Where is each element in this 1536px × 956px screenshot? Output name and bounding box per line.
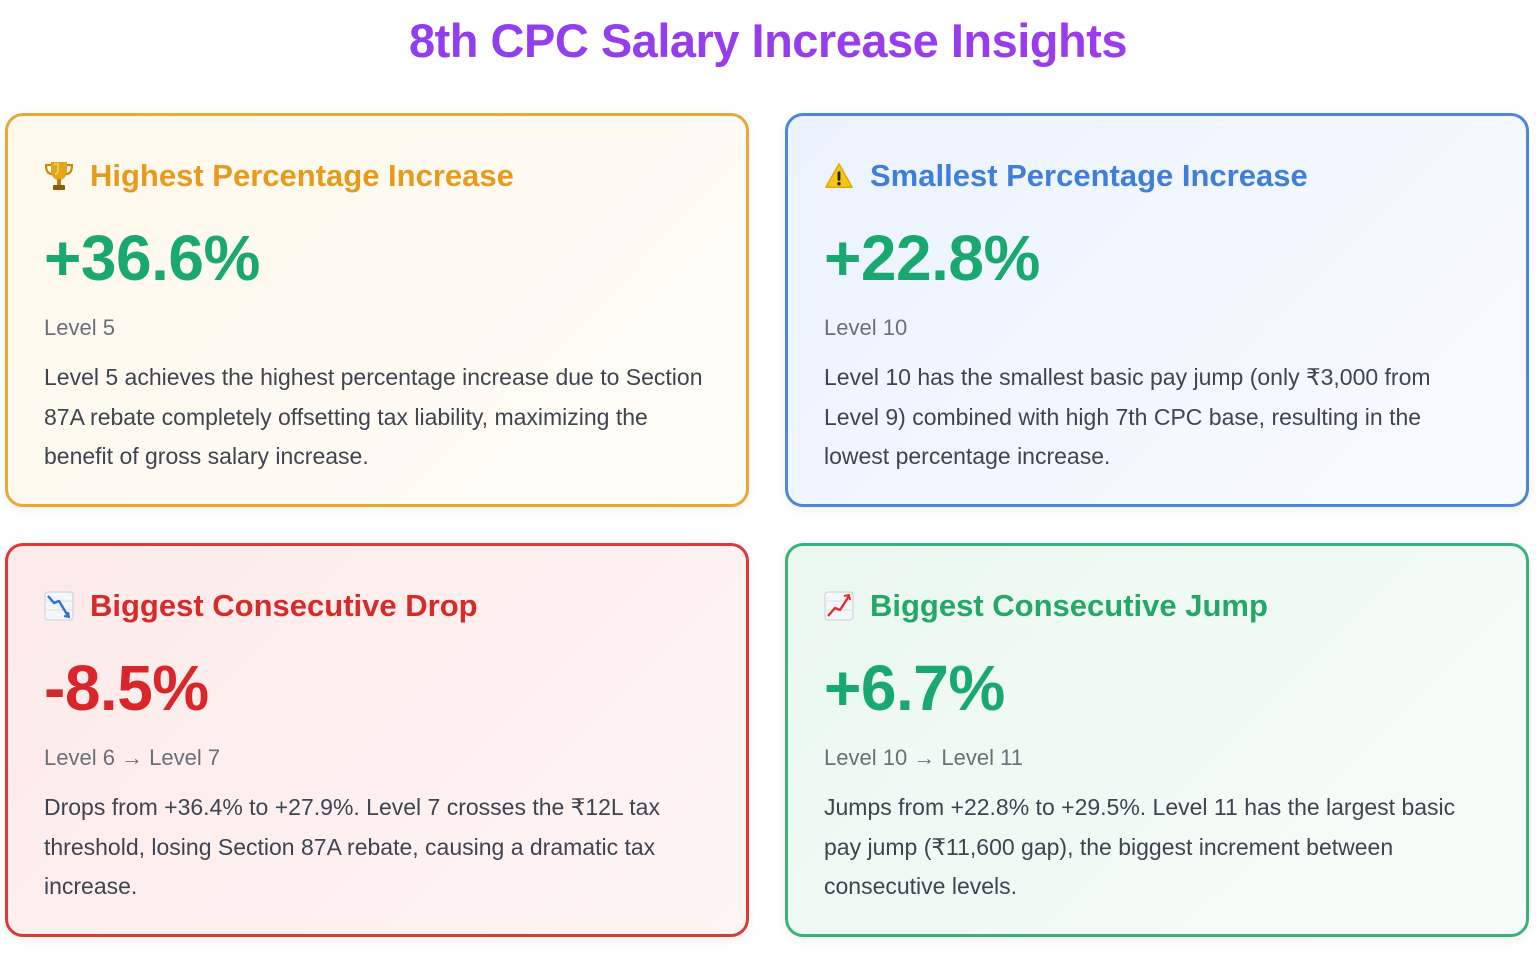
card-title: Highest Percentage Increase [90, 158, 514, 193]
chart-increasing-icon [824, 589, 854, 623]
warning-icon [824, 159, 854, 193]
metric-value: +36.6% [44, 222, 260, 294]
page-title: 8th CPC Salary Increase Insights [0, 12, 1536, 70]
chart-decreasing-icon [44, 589, 74, 623]
insight-card-highest-increase: Highest Percentage Increase +36.6% Level… [5, 113, 749, 507]
card-header: Highest Percentage Increase [44, 156, 710, 196]
insight-card-smallest-increase: Smallest Percentage Increase +22.8% Leve… [785, 113, 1529, 507]
metric-subtitle: Level 5 [44, 315, 115, 340]
insight-card-biggest-jump: Biggest Consecutive Jump +6.7% Level 10 … [785, 543, 1529, 937]
card-description: Drops from +36.4% to +27.9%. Level 7 cro… [44, 794, 660, 899]
card-description: Jumps from +22.8% to +29.5%. Level 11 ha… [824, 794, 1456, 899]
metric-subtitle: Level 10 → Level 11 [824, 745, 1023, 770]
metric-subtitle: Level 6 → Level 7 [44, 745, 221, 770]
card-title: Smallest Percentage Increase [870, 158, 1308, 193]
insight-card-biggest-drop: Biggest Consecutive Drop -8.5% Level 6 →… [5, 543, 749, 937]
metric-value: +22.8% [824, 222, 1040, 294]
card-header: Biggest Consecutive Drop [44, 586, 710, 626]
card-header: Biggest Consecutive Jump [824, 586, 1490, 626]
card-description: Level 5 achieves the highest percentage … [44, 364, 703, 469]
card-title: Biggest Consecutive Drop [90, 588, 478, 623]
trophy-icon [44, 159, 74, 193]
card-title: Biggest Consecutive Jump [870, 588, 1268, 623]
metric-value: +6.7% [824, 652, 1005, 724]
card-header: Smallest Percentage Increase [824, 156, 1490, 196]
metric-value: -8.5% [44, 652, 209, 724]
card-description: Level 10 has the smallest basic pay jump… [824, 364, 1431, 469]
metric-subtitle: Level 10 [824, 315, 908, 340]
